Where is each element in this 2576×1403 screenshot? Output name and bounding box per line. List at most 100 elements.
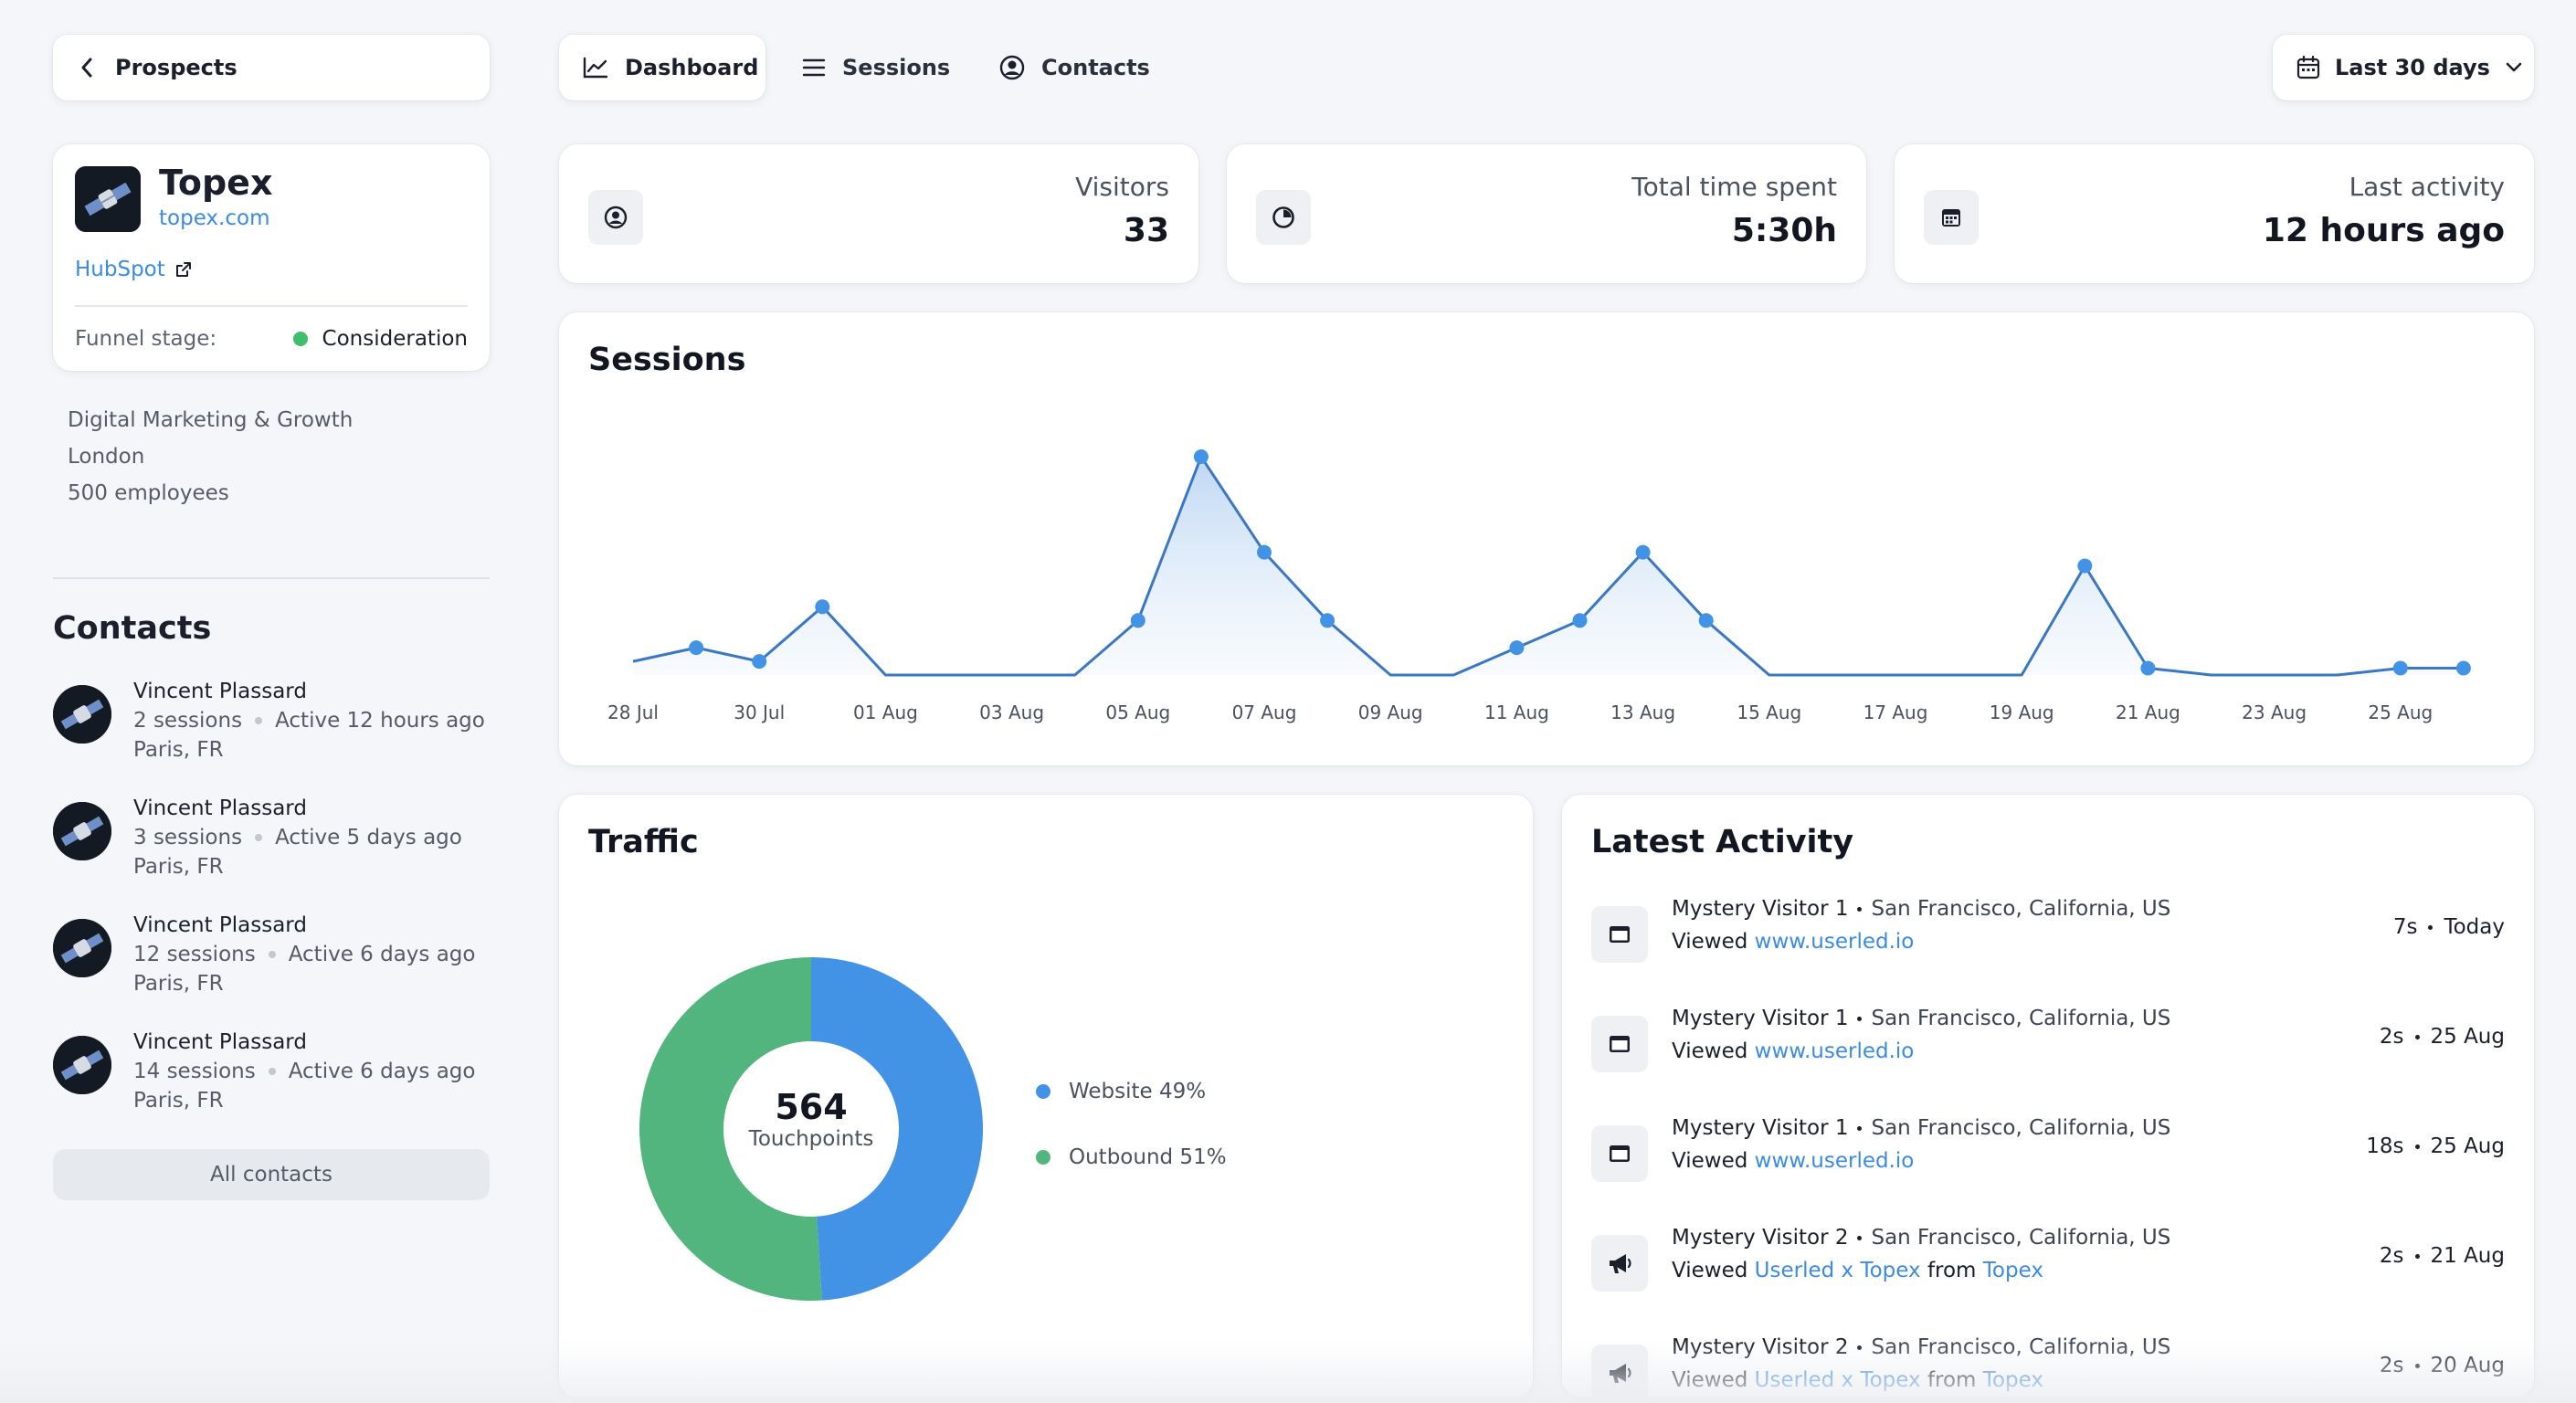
contact-item[interactable]: Vincent Plassard 14 sessions Active 6 days… <box>53 1030 490 1122</box>
company-industry: Digital Marketing & Growth <box>68 408 354 432</box>
contact-meta: 14 sessions Active 6 days ago <box>133 1060 475 1083</box>
viewed-page-link[interactable]: www.userled.io <box>1754 930 1915 954</box>
date-range-label: Last 30 days <box>2335 55 2490 80</box>
back-label: Prospects <box>115 55 238 80</box>
viewed-page-link[interactable]: www.userled.io <box>1754 1039 1915 1063</box>
sessions-point[interactable] <box>1320 613 1336 628</box>
company-name: Topex <box>159 163 273 203</box>
activity-item[interactable]: Mystery Visitor 2 San Francisco, Californ… <box>1591 1335 2505 1403</box>
viewed-label: Viewed <box>1672 1039 1748 1063</box>
sessions-chart-card: Sessions 28 Jul 30 Jul 01 Aug 03 Aug 05 Aug 0… <box>559 312 2534 765</box>
separator-dot <box>268 1068 276 1075</box>
activity-header: Mystery Visitor 1 San Francisco, Californ… <box>1672 1116 2170 1140</box>
sessions-point[interactable] <box>1572 613 1588 628</box>
megaphone-icon <box>1591 1235 1648 1292</box>
contact-item[interactable]: Vincent Plassard 12 sessions Active 6 days… <box>53 913 490 1005</box>
activity-item[interactable]: Mystery Visitor 1 San Francisco, Californ… <box>1591 1116 2505 1198</box>
visitor-name: Mystery Visitor 1 <box>1672 897 1849 921</box>
touchpoints-value: 564 <box>775 1087 848 1127</box>
sessions-point[interactable] <box>2140 660 2156 676</box>
visitor-location: San Francisco, California, US <box>1871 1335 2171 1359</box>
sessions-chart: 28 Jul 30 Jul 01 Aug 03 Aug 05 Aug 07 Aug 09 A… <box>607 449 2471 723</box>
x-tick-label: 30 Jul <box>734 702 785 723</box>
chevron-left-icon <box>79 57 95 79</box>
sessions-point[interactable] <box>815 599 830 615</box>
status-dot <box>292 332 308 346</box>
activity-header: Mystery Visitor 2 San Francisco, Californ… <box>1672 1226 2170 1250</box>
company-domain-link[interactable]: topex.com <box>159 206 270 230</box>
activity-detail: Viewed www.userled.io <box>1672 1039 1914 1063</box>
time-spent-value: 5:30h <box>1731 212 1837 249</box>
x-tick-label: 17 Aug <box>1863 702 1928 723</box>
tab-dashboard[interactable]: Dashboard <box>559 35 765 100</box>
tab-contacts[interactable]: Contacts <box>999 35 1150 100</box>
viewed-page-link[interactable]: Userled x Topex <box>1754 1259 1921 1282</box>
sessions-point[interactable] <box>2077 558 2093 574</box>
visitor-name: Mystery Visitor 1 <box>1672 1116 1849 1140</box>
x-tick-label: 11 Aug <box>1484 702 1549 723</box>
visitor-location: San Francisco, California, US <box>1871 1226 2171 1250</box>
activity-duration: 2s <box>2379 1354 2404 1377</box>
sessions-point[interactable] <box>1635 544 1651 560</box>
activity-duration: 2s <box>2379 1025 2404 1049</box>
contact-name: Vincent Plassard <box>133 1030 307 1054</box>
sessions-point[interactable] <box>752 654 767 670</box>
sessions-point[interactable] <box>1130 613 1145 628</box>
activity-date: 20 Aug <box>2430 1354 2506 1377</box>
sessions-point[interactable] <box>1509 640 1525 656</box>
viewed-page-link[interactable]: www.userled.io <box>1754 1149 1915 1173</box>
source-link[interactable]: Topex <box>1982 1259 2043 1282</box>
divider <box>75 305 468 307</box>
donut-slice-outbound[interactable] <box>639 957 822 1301</box>
back-to-prospects-button[interactable]: Prospects <box>53 35 490 100</box>
visitors-stat-card: Visitors 33 <box>559 144 1198 283</box>
visitor-location: San Francisco, California, US <box>1871 1007 2171 1030</box>
activity-item[interactable]: Mystery Visitor 1 San Francisco, Californ… <box>1591 1007 2505 1089</box>
sessions-point[interactable] <box>1193 449 1209 464</box>
activity-time: 18s 25 Aug <box>2366 1134 2505 1158</box>
legend-outbound: Outbound 51% <box>1036 1145 1227 1169</box>
separator-dot <box>2414 1363 2420 1368</box>
activity-item[interactable]: Mystery Visitor 2 San Francisco, Californ… <box>1591 1226 2505 1308</box>
browser-window-icon <box>1591 1016 1648 1072</box>
separator-dot <box>255 717 263 724</box>
contact-active: Active 6 days ago <box>288 943 476 966</box>
separator-dot <box>268 951 276 958</box>
separator-dot <box>1857 1345 1863 1350</box>
all-contacts-button[interactable]: All contacts <box>53 1149 490 1200</box>
sessions-point[interactable] <box>1698 613 1714 628</box>
contact-item[interactable]: Vincent Plassard 3 sessions Active 5 days … <box>53 796 490 888</box>
sessions-point[interactable] <box>689 640 704 656</box>
source-link[interactable]: Topex <box>1982 1368 2043 1392</box>
viewed-label: Viewed <box>1672 1259 1748 1282</box>
satellite-icon <box>75 166 141 232</box>
sessions-point[interactable] <box>2455 660 2471 676</box>
last-activity-value: 12 hours ago <box>2262 212 2505 249</box>
visitor-location: San Francisco, California, US <box>1871 897 2171 921</box>
contact-item[interactable]: Vincent Plassard 2 sessions Active 12 hour… <box>53 680 490 771</box>
sessions-point[interactable] <box>1257 544 1272 560</box>
contact-location: Paris, FR <box>133 855 224 879</box>
hubspot-link[interactable]: HubSpot <box>75 258 193 281</box>
date-range-select[interactable]: Last 30 days <box>2273 35 2534 100</box>
sessions-area <box>633 457 2464 675</box>
latest-activity-card: Latest Activity Mystery Visitor 1 San Fra… <box>1562 795 2534 1401</box>
activity-item[interactable]: Mystery Visitor 1 San Francisco, Californ… <box>1591 897 2505 979</box>
separator-dot <box>2428 924 2433 930</box>
x-tick-label: 05 Aug <box>1105 702 1170 723</box>
activity-header: Mystery Visitor 1 San Francisco, Californ… <box>1672 897 2170 921</box>
avatar <box>53 685 111 744</box>
contact-sessions: 12 sessions <box>133 943 256 966</box>
sessions-title: Sessions <box>588 342 746 378</box>
sessions-point[interactable] <box>2392 660 2408 676</box>
user-circle-icon <box>999 55 1025 80</box>
x-tick-label: 28 Jul <box>607 702 659 723</box>
chevron-down-icon <box>2505 61 2523 74</box>
visitors-value: 33 <box>1123 212 1169 249</box>
tab-sessions[interactable]: Sessions <box>802 35 950 100</box>
donut-slice-website[interactable] <box>811 957 983 1301</box>
hubspot-link-label: HubSpot <box>75 258 165 281</box>
activity-time: 2s 20 Aug <box>2380 1354 2505 1377</box>
activity-detail: Viewed Userled x Topex from Topex <box>1672 1368 2043 1392</box>
viewed-page-link[interactable]: Userled x Topex <box>1754 1368 1921 1392</box>
